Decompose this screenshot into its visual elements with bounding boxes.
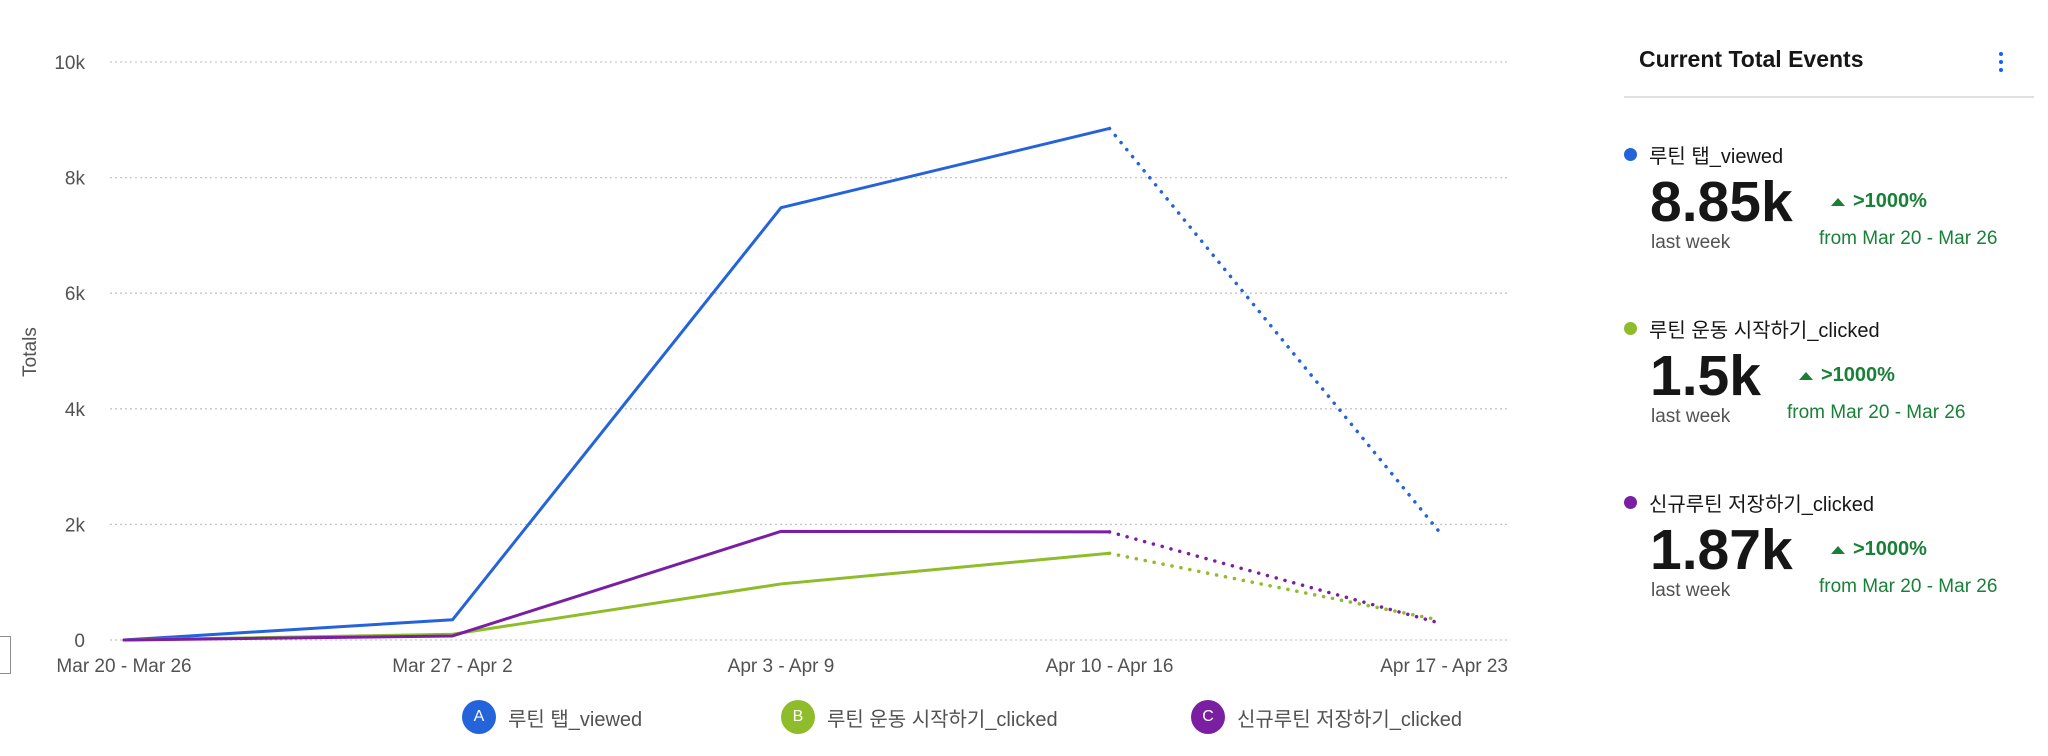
panel-title: Current Total Events: [1639, 46, 1864, 72]
y-tick-label: 4k: [65, 400, 86, 421]
event-change: >1000%: [1799, 364, 1895, 387]
event-summary-c: 신규루틴 저장하기_clicked 1.87k last week >1000%…: [1624, 488, 2034, 628]
y-axis-label: Totals: [20, 327, 41, 377]
event-summary-a: 루틴 탭_viewed 8.85k last week >1000% from …: [1624, 140, 2034, 280]
event-from: from Mar 20 - Mar 26: [1787, 402, 1966, 423]
chart-legend: A 루틴 탭_viewed B 루틴 운동 시작하기_clicked C 신규루…: [0, 700, 1520, 740]
legend-item-a[interactable]: A 루틴 탭_viewed: [462, 700, 642, 734]
triangle-up-icon: [1831, 545, 1845, 554]
kebab-vertical-icon[interactable]: [1996, 52, 2006, 76]
legend-label-b: 루틴 운동 시작하기_clicked: [827, 708, 1058, 731]
event-name-row: 루틴 운동 시작하기_clicked: [1624, 314, 1880, 343]
y-tick-label: 8k: [65, 169, 86, 190]
event-period: last week: [1651, 232, 1731, 253]
triangle-up-icon: [1831, 197, 1845, 206]
legend-label-c: 신규루틴 저장하기_clicked: [1237, 708, 1463, 731]
side-panel-handle[interactable]: [0, 636, 11, 674]
y-tick-label: 6k: [65, 284, 86, 305]
y-tick-label: 0: [74, 631, 85, 652]
legend-item-b[interactable]: B 루틴 운동 시작하기_clicked: [781, 700, 1058, 734]
line-chart: 0 2k 4k 6k 8k 10k Mar 20 - Mar 26 Mar 27 - Apr…: [20, 53, 1508, 677]
legend-badge-a: A: [462, 700, 496, 734]
event-period: last week: [1651, 580, 1731, 601]
event-value: 1.87k: [1650, 518, 1793, 582]
event-change: >1000%: [1831, 538, 1927, 561]
gridlines: [110, 61, 1508, 641]
x-tick-label: Mar 27 - Apr 2: [392, 656, 512, 677]
event-summary-b: 루틴 운동 시작하기_clicked 1.5k last week >1000%…: [1624, 314, 2034, 454]
x-tick-label: Apr 3 - Apr 9: [728, 656, 835, 677]
y-tick-label: 10k: [54, 53, 85, 74]
triangle-up-icon: [1799, 371, 1813, 380]
legend-item-c[interactable]: C 신규루틴 저장하기_clicked: [1191, 700, 1462, 734]
event-color-dot: [1624, 148, 1637, 161]
x-tick-label: Mar 20 - Mar 26: [56, 656, 191, 677]
series-projection-c: [1107, 530, 1440, 625]
event-change: >1000%: [1831, 190, 1927, 213]
legend-label-a: 루틴 탭_viewed: [508, 708, 643, 731]
event-from: from Mar 20 - Mar 26: [1819, 228, 1998, 249]
event-change-value: >1000%: [1821, 364, 1895, 386]
series-line-a: [122, 126, 1111, 642]
panel-header: Current Total Events: [1624, 28, 2034, 98]
x-tick-label: Apr 17 - Apr 23: [1380, 656, 1508, 677]
series-lines: [122, 126, 1440, 642]
x-axis-ticks: Mar 20 - Mar 26 Mar 27 - Apr 2 Apr 3 - Apr…: [56, 656, 1508, 677]
event-change-value: >1000%: [1853, 538, 1927, 560]
event-from: from Mar 20 - Mar 26: [1819, 576, 1998, 597]
y-tick-label: 2k: [65, 515, 86, 536]
event-name: 신규루틴 저장하기_clicked: [1649, 494, 1875, 516]
event-value: 1.5k: [1650, 344, 1761, 408]
event-name: 루틴 탭_viewed: [1649, 146, 1784, 168]
event-name-row: 신규루틴 저장하기_clicked: [1624, 488, 1874, 517]
y-axis-ticks: 0 2k 4k 6k 8k 10k: [54, 53, 85, 652]
event-color-dot: [1624, 496, 1637, 509]
current-total-events-panel: Current Total Events 루틴 탭_viewed 8.85k l…: [1624, 0, 2034, 756]
event-color-dot: [1624, 322, 1637, 335]
event-value: 8.85k: [1650, 170, 1793, 234]
x-tick-label: Apr 10 - Apr 16: [1046, 656, 1174, 677]
event-period: last week: [1651, 406, 1731, 427]
series-line-c: [122, 529, 1111, 642]
series-projection-b: [1107, 551, 1440, 622]
event-name-row: 루틴 탭_viewed: [1624, 140, 1783, 169]
legend-badge-c: C: [1191, 700, 1225, 734]
event-name: 루틴 운동 시작하기_clicked: [1649, 320, 1880, 342]
legend-badge-b: B: [781, 700, 815, 734]
series-line-b: [122, 551, 1111, 642]
series-projection-a: [1107, 126, 1440, 532]
event-change-value: >1000%: [1853, 190, 1927, 212]
